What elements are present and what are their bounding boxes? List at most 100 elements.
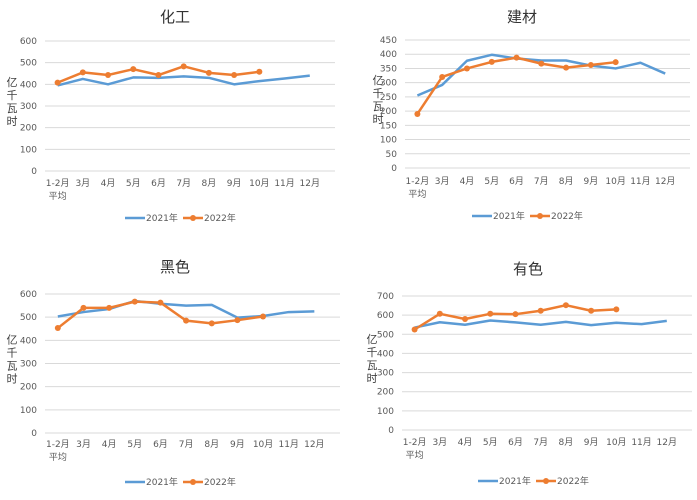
legend-label: 2022年: [557, 475, 589, 487]
series-line-2021年: [57, 299, 315, 319]
data-point: [562, 302, 569, 309]
data-point: [260, 313, 267, 320]
x-tick-label: 9月: [227, 178, 242, 189]
data-point: [205, 69, 212, 76]
data-point: [487, 310, 494, 317]
y-axis-label-char: 亿: [7, 334, 18, 347]
x-tick-label: 3月: [76, 439, 91, 450]
x-tick-label: 11月: [278, 439, 298, 450]
x-tick-label-line: 9月: [230, 439, 245, 450]
x-tick-label: 6月: [508, 437, 523, 448]
y-tick-label: 100: [377, 407, 394, 417]
x-tick-label-line: 10月: [606, 437, 626, 448]
series-line-2022年: [413, 303, 617, 331]
x-tick-label-line: 11月: [630, 176, 650, 187]
x-tick-label-line: 11月: [278, 439, 298, 450]
y-tick-label: 700: [377, 292, 394, 302]
y-tick-label: 200: [20, 383, 37, 393]
y-tick-label: 600: [20, 290, 37, 300]
x-tick-label-line: 平均: [406, 449, 424, 461]
x-tick-label: 7月: [176, 178, 191, 189]
y-axis-label-char: 时: [7, 373, 18, 386]
data-point: [157, 299, 164, 306]
data-point: [414, 110, 421, 117]
x-tick-label-line: 10月: [249, 178, 269, 189]
x-tick-label-line: 9月: [227, 178, 242, 189]
x-tick-label: 6月: [151, 178, 166, 189]
x-tick-label: 3月: [435, 176, 450, 187]
chart-title: 化工: [160, 8, 190, 26]
series-line-2022年: [416, 56, 616, 115]
x-tick-label: 12月: [304, 439, 324, 450]
data-point: [183, 317, 190, 324]
x-tick-label-line: 6月: [153, 439, 168, 450]
legend-label: 2022年: [204, 212, 236, 224]
series-line-2021年: [57, 74, 310, 87]
x-tick-label-line: 6月: [509, 176, 524, 187]
x-tick-label-line: 6月: [151, 178, 166, 189]
x-tick-label: 9月: [584, 437, 599, 448]
data-point: [208, 320, 215, 327]
x-tick-label: 10月: [605, 176, 625, 187]
y-tick-label: 600: [20, 37, 37, 47]
x-tick-label: 8月: [204, 439, 219, 450]
y-tick-label: 0: [31, 167, 37, 177]
y-tick-label: 400: [380, 50, 397, 60]
data-point: [463, 65, 470, 72]
x-tick-label-line: 5月: [127, 439, 142, 450]
x-tick-label-line: 8月: [559, 437, 574, 448]
x-tick-label-line: 9月: [584, 437, 599, 448]
data-point: [537, 307, 544, 314]
data-point: [488, 58, 495, 65]
x-tick-label-line: 1-2月: [406, 176, 430, 187]
x-tick-label-line: 8月: [559, 176, 574, 187]
x-tick-label-line: 3月: [432, 437, 447, 448]
data-point: [411, 326, 418, 333]
x-tick-label-line: 平均: [49, 451, 67, 463]
y-axis-label-char: 亿: [373, 74, 384, 87]
y-tick-label: 300: [20, 102, 37, 112]
x-tick-label: 12月: [300, 178, 320, 189]
x-tick-label-line: 12月: [300, 178, 320, 189]
legend-marker: [190, 479, 196, 485]
data-point: [462, 315, 469, 322]
data-point: [54, 79, 61, 86]
legend-marker: [190, 215, 196, 221]
legend-label: 2021年: [499, 475, 531, 487]
legend: 2021年 2022年: [125, 476, 236, 488]
x-tick-label-line: 7月: [179, 439, 194, 450]
y-tick-label: 100: [380, 136, 397, 146]
x-tick-label-line: 12月: [304, 439, 324, 450]
y-tick-label: 400: [20, 80, 37, 90]
x-tick-label-line: 5月: [484, 176, 499, 187]
x-tick-label: 10月: [606, 437, 626, 448]
data-point: [155, 72, 162, 79]
x-tick-label: 11月: [274, 178, 294, 189]
x-tick-label: 5月: [484, 176, 499, 187]
legend-label: 2021年: [146, 476, 178, 488]
x-tick-label: 8月: [202, 178, 217, 189]
x-tick-label: 3月: [432, 437, 447, 448]
data-point: [563, 64, 570, 71]
x-tick-label: 1-2月平均: [46, 439, 70, 463]
y-axis-label-char: 千: [373, 87, 384, 100]
y-tick-label: 150: [380, 121, 397, 131]
y-tick-label: 300: [380, 79, 397, 89]
data-point: [231, 72, 238, 79]
data-point: [130, 66, 137, 73]
x-tick-label: 4月: [101, 178, 116, 189]
x-tick-label-line: 4月: [460, 176, 475, 187]
x-tick-label-line: 1-2月: [46, 178, 70, 189]
y-axis-label-char: 时: [373, 113, 384, 126]
x-tick-label: 1-2月平均: [403, 437, 427, 461]
y-tick-label: 600: [377, 311, 394, 321]
y-tick-label: 500: [20, 313, 37, 323]
y-tick-label: 100: [20, 406, 37, 416]
y-tick-label: 50: [386, 150, 398, 160]
